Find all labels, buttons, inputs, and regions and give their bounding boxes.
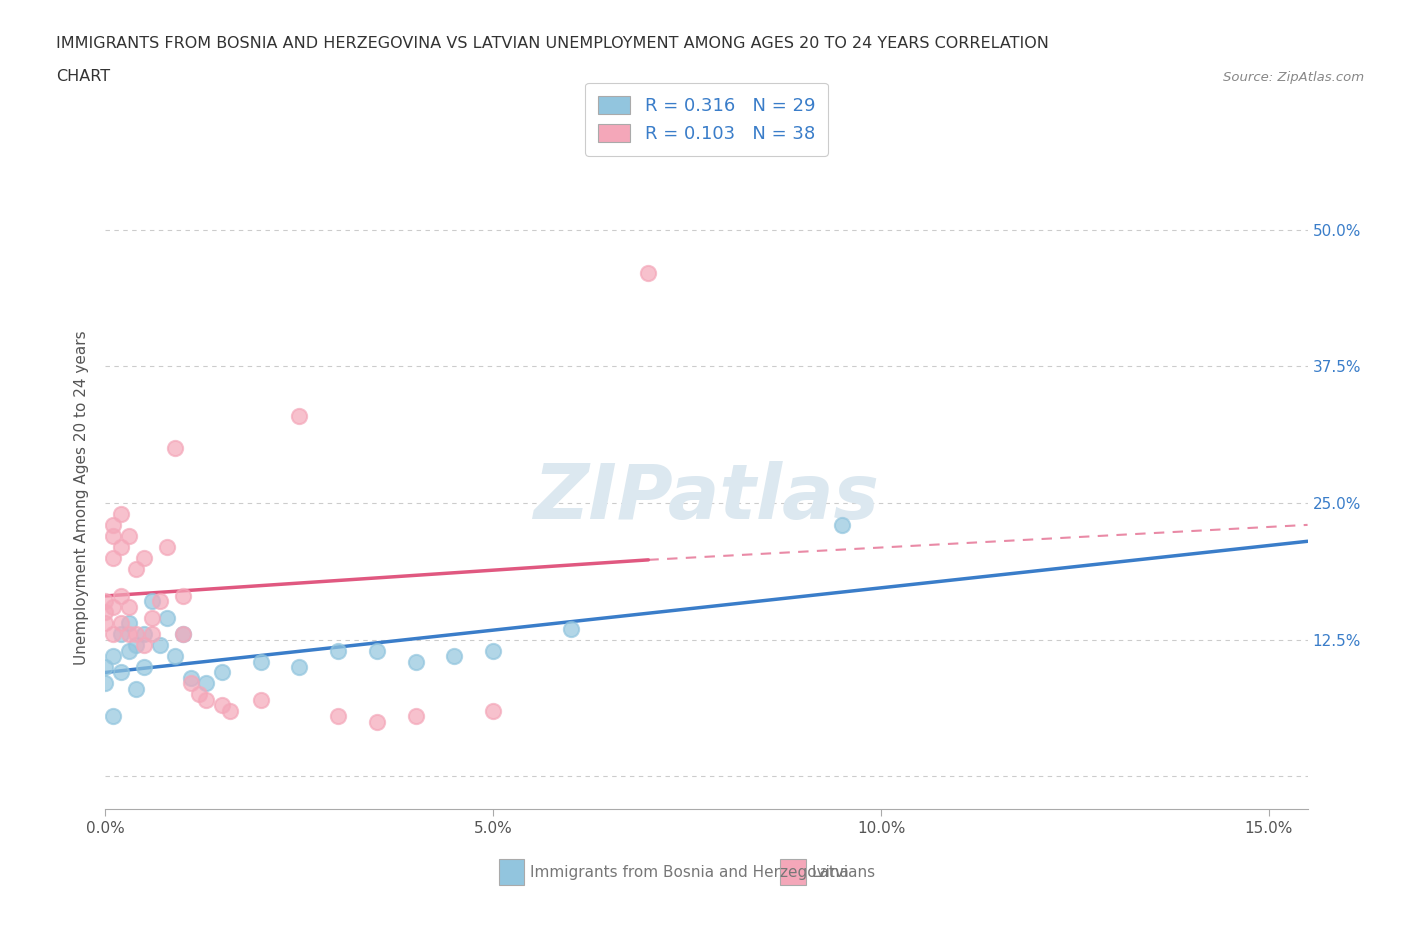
Text: CHART: CHART bbox=[56, 69, 110, 84]
Point bbox=[94, 659, 117, 674]
Point bbox=[94, 676, 117, 691]
Text: IMMIGRANTS FROM BOSNIA AND HERZEGOVINA VS LATVIAN UNEMPLOYMENT AMONG AGES 20 TO : IMMIGRANTS FROM BOSNIA AND HERZEGOVINA V… bbox=[56, 36, 1049, 51]
Text: ZIPatlas: ZIPatlas bbox=[533, 460, 880, 535]
Point bbox=[94, 594, 117, 609]
Point bbox=[103, 551, 125, 565]
Point bbox=[141, 627, 163, 642]
Point bbox=[831, 517, 853, 532]
Point bbox=[125, 638, 148, 653]
Point bbox=[249, 654, 271, 669]
Point bbox=[141, 610, 163, 625]
Y-axis label: Unemployment Among Ages 20 to 24 years: Unemployment Among Ages 20 to 24 years bbox=[75, 330, 90, 665]
Point bbox=[195, 676, 218, 691]
Point bbox=[110, 589, 132, 604]
Point bbox=[366, 714, 388, 729]
Point bbox=[326, 644, 349, 658]
Point bbox=[125, 627, 148, 642]
Point bbox=[118, 528, 141, 543]
Point bbox=[103, 648, 125, 663]
Point bbox=[125, 561, 148, 576]
Point bbox=[366, 644, 388, 658]
Point bbox=[103, 627, 125, 642]
Point bbox=[103, 517, 125, 532]
Point bbox=[482, 644, 505, 658]
Point bbox=[134, 638, 156, 653]
Point bbox=[172, 627, 194, 642]
Point bbox=[94, 604, 117, 619]
Point bbox=[165, 441, 187, 456]
Point bbox=[103, 709, 125, 724]
Point bbox=[110, 616, 132, 631]
Point bbox=[249, 692, 271, 707]
Point bbox=[165, 648, 187, 663]
Legend: R = 0.316   N = 29, R = 0.103   N = 38: R = 0.316 N = 29, R = 0.103 N = 38 bbox=[585, 83, 828, 156]
Point bbox=[134, 551, 156, 565]
Point bbox=[288, 659, 311, 674]
Point bbox=[110, 539, 132, 554]
Point bbox=[187, 687, 209, 702]
Point bbox=[149, 594, 172, 609]
Point bbox=[110, 665, 132, 680]
Point bbox=[211, 698, 233, 712]
Point bbox=[172, 627, 194, 642]
Text: Immigrants from Bosnia and Herzegovina: Immigrants from Bosnia and Herzegovina bbox=[530, 865, 849, 880]
Point bbox=[326, 709, 349, 724]
Point bbox=[118, 627, 141, 642]
Point bbox=[180, 676, 202, 691]
Point bbox=[134, 627, 156, 642]
Point bbox=[141, 594, 163, 609]
Point bbox=[149, 638, 172, 653]
Point bbox=[156, 610, 179, 625]
Point bbox=[125, 682, 148, 697]
Point bbox=[103, 600, 125, 615]
Point bbox=[405, 709, 427, 724]
Point bbox=[443, 648, 465, 663]
Text: Source: ZipAtlas.com: Source: ZipAtlas.com bbox=[1223, 71, 1364, 84]
Point bbox=[288, 408, 311, 423]
Point bbox=[94, 616, 117, 631]
Point bbox=[180, 671, 202, 685]
Point bbox=[405, 654, 427, 669]
Point bbox=[110, 627, 132, 642]
Point bbox=[118, 644, 141, 658]
Point bbox=[637, 266, 659, 281]
Point bbox=[172, 589, 194, 604]
Point bbox=[560, 621, 582, 636]
Point bbox=[195, 692, 218, 707]
Point bbox=[482, 703, 505, 718]
Point bbox=[103, 528, 125, 543]
Point bbox=[134, 659, 156, 674]
Point bbox=[218, 703, 240, 718]
Point bbox=[110, 507, 132, 522]
Text: Latvians: Latvians bbox=[811, 865, 876, 880]
Point bbox=[211, 665, 233, 680]
Point bbox=[118, 600, 141, 615]
Point bbox=[118, 616, 141, 631]
Point bbox=[156, 539, 179, 554]
